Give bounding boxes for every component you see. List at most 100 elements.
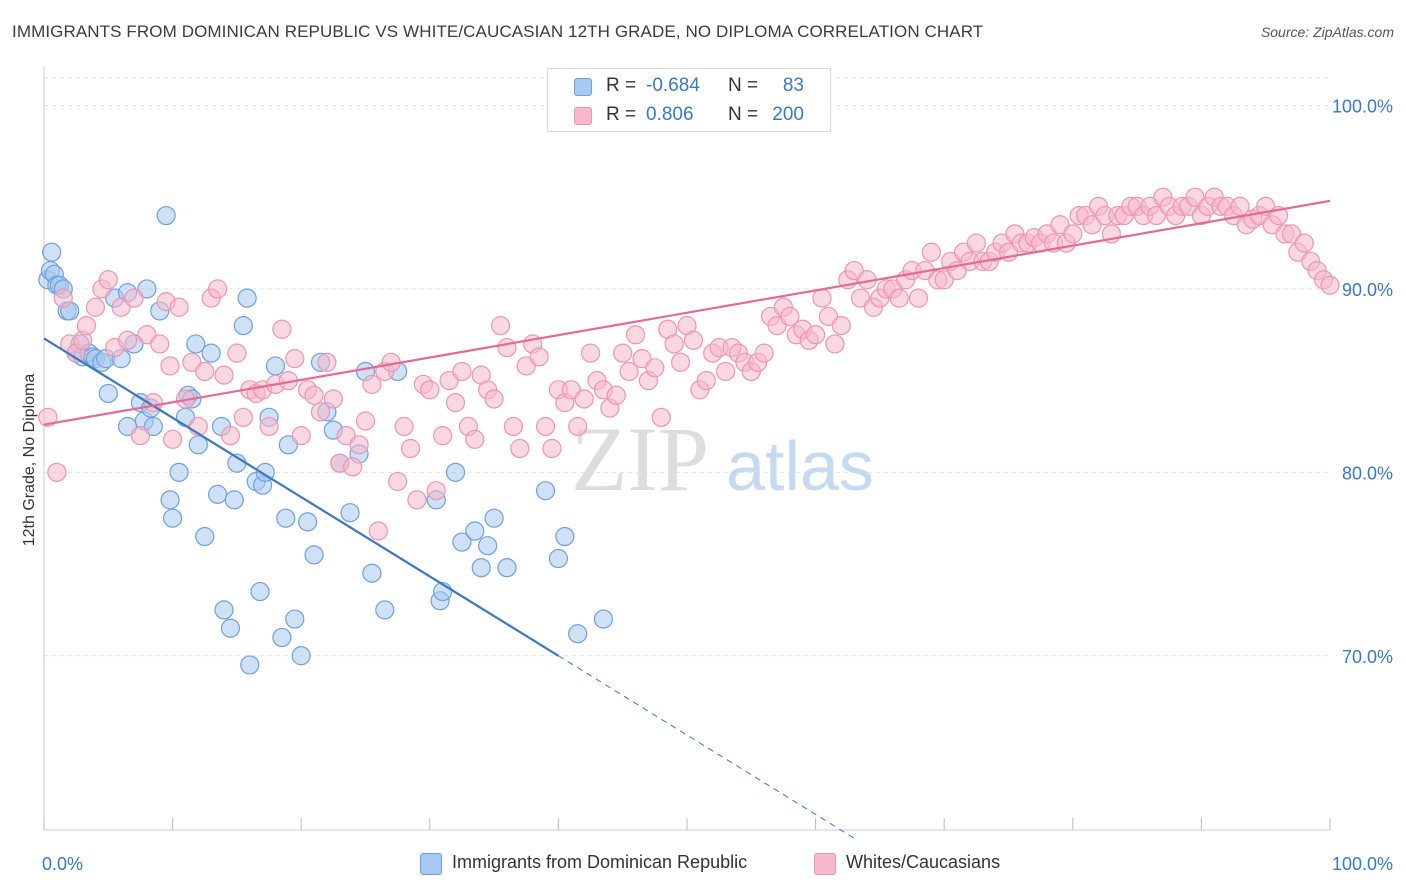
- watermark-atlas: atlas: [726, 427, 874, 505]
- x-tick-label-min: 0.0%: [42, 854, 83, 874]
- data-point: [98, 270, 118, 290]
- data-point: [606, 385, 626, 405]
- data-point: [465, 521, 485, 541]
- trend-lines: [43, 199, 1331, 839]
- data-point: [214, 600, 234, 620]
- watermark-zip: ZIP: [571, 408, 709, 510]
- legend-label: Immigrants from Dominican Republic: [452, 852, 748, 872]
- data-point: [208, 279, 228, 299]
- data-point: [619, 361, 639, 382]
- data-point: [831, 316, 851, 336]
- data-point: [580, 343, 601, 363]
- trend-line-white: [43, 199, 1331, 426]
- legend-label: Whites/Caucasians: [846, 852, 1001, 872]
- y-tick-label: 80.0%: [1342, 463, 1393, 483]
- data-point: [497, 558, 517, 578]
- stats-row-dominican: R = -0.684 N = 83: [548, 71, 830, 101]
- data-point: [276, 508, 296, 528]
- data-point: [400, 438, 421, 459]
- data-point: [117, 330, 138, 350]
- data-point: [568, 416, 588, 437]
- data-point: [169, 462, 189, 482]
- n-value: 200: [772, 104, 804, 125]
- y-tick-label: 100.0%: [1332, 97, 1393, 117]
- legend-swatch-white: [814, 853, 836, 875]
- data-point: [490, 316, 511, 336]
- data-point: [452, 532, 472, 552]
- data-point: [163, 429, 183, 449]
- data-point: [169, 297, 189, 317]
- data-point: [529, 347, 549, 367]
- data-point: [195, 361, 215, 382]
- data-point: [780, 306, 800, 327]
- data-point: [53, 288, 73, 308]
- data-point: [645, 358, 665, 378]
- data-point: [304, 385, 324, 405]
- data-point: [317, 352, 337, 372]
- data-point: [825, 334, 845, 354]
- data-point: [233, 407, 253, 427]
- data-point: [388, 471, 408, 492]
- data-point: [42, 242, 62, 262]
- data-point: [240, 655, 260, 675]
- r-value: 0.806: [646, 104, 694, 125]
- data-point: [921, 242, 941, 262]
- data-point: [497, 338, 517, 358]
- data-point: [160, 356, 180, 376]
- data-point: [471, 558, 491, 578]
- r-label: R =: [606, 75, 637, 96]
- r-label: R =: [606, 104, 637, 125]
- data-point: [394, 416, 414, 437]
- data-point: [38, 407, 58, 427]
- data-point: [465, 429, 485, 449]
- data-point: [156, 205, 176, 226]
- y-tick-label: 70.0%: [1342, 647, 1393, 667]
- data-point: [208, 484, 228, 504]
- data-point: [265, 356, 286, 376]
- data-point: [433, 426, 453, 446]
- data-point: [510, 438, 530, 459]
- data-point: [966, 233, 986, 253]
- data-point: [484, 389, 504, 409]
- data-point: [130, 426, 151, 446]
- data-point: [1294, 233, 1314, 253]
- data-point: [304, 545, 324, 565]
- data-point: [227, 343, 247, 363]
- data-point: [195, 526, 215, 547]
- data-point: [1063, 224, 1083, 244]
- data-point: [220, 618, 241, 638]
- series-dominican: [38, 205, 614, 675]
- data-point: [340, 503, 360, 523]
- data-point: [298, 512, 318, 532]
- data-point: [291, 426, 311, 446]
- data-point: [1320, 275, 1340, 295]
- data-point: [98, 383, 118, 404]
- data-point: [160, 490, 180, 510]
- stats-box: R = -0.684 N = 83 R = 0.806 N = 200: [547, 68, 831, 132]
- data-point: [478, 536, 498, 556]
- data-point: [535, 481, 556, 501]
- data-point: [368, 521, 388, 541]
- axes: [43, 66, 1331, 831]
- data-point: [484, 508, 504, 528]
- data-point: [186, 334, 206, 354]
- data-point: [163, 508, 183, 528]
- data-point: [291, 646, 311, 666]
- data-point: [542, 438, 562, 459]
- data-point: [233, 316, 253, 336]
- data-point: [805, 325, 826, 345]
- data-point: [150, 334, 170, 354]
- data-point: [1230, 196, 1250, 216]
- data-point: [285, 349, 305, 369]
- data-point: [445, 393, 466, 413]
- watermark: ZIP atlas: [571, 408, 874, 510]
- trend-line-dominican: [43, 337, 559, 657]
- data-point: [503, 416, 523, 437]
- data-point: [220, 426, 241, 446]
- data-point: [250, 581, 270, 602]
- data-point: [272, 319, 292, 339]
- stats-row-white: R = 0.806 N = 200: [548, 100, 830, 130]
- data-point: [310, 402, 331, 422]
- data-point: [670, 352, 691, 372]
- data-point: [76, 316, 97, 336]
